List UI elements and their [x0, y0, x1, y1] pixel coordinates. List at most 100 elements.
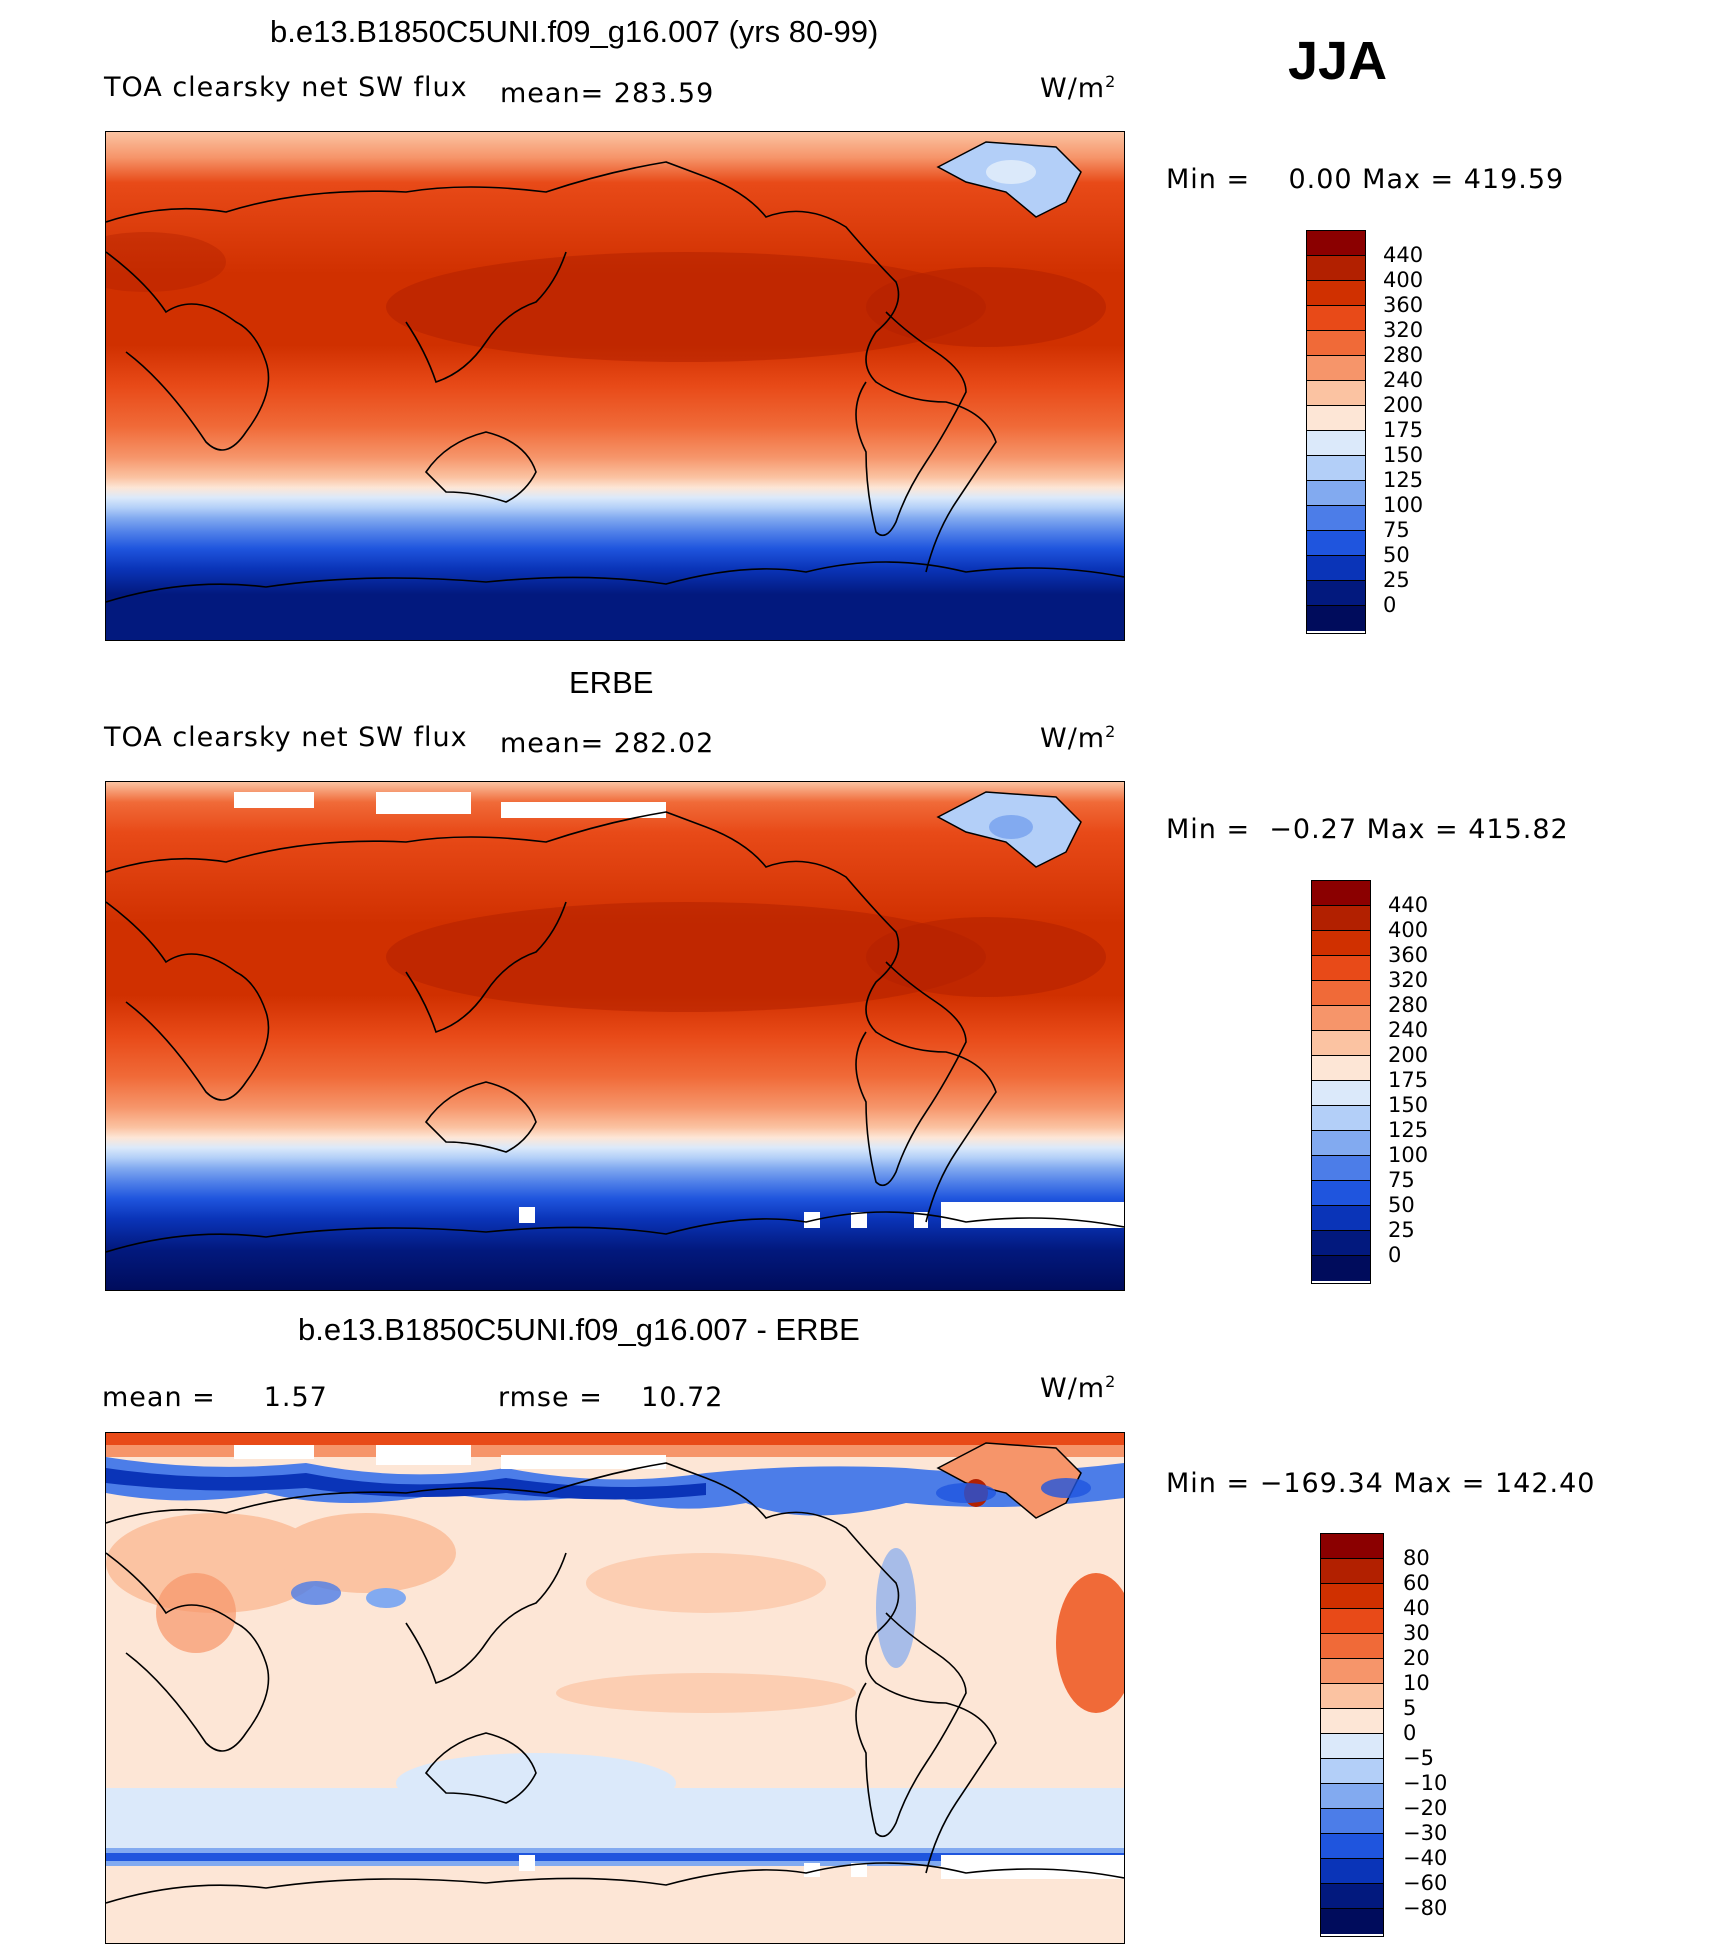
colorbar-tick-label: −80 — [1403, 1896, 1448, 1920]
colorbar-tick-label: 0 — [1403, 1721, 1417, 1745]
colorbar-tick-label: 360 — [1383, 293, 1424, 317]
panel1-title: b.e13.B1850C5UNI.f09_g16.007 (yrs 80-99) — [270, 14, 879, 49]
colorbar-tick-label: 75 — [1388, 1168, 1415, 1192]
panel2-colorbar-swatch — [1312, 1131, 1370, 1156]
panel3-colorbar-swatch — [1321, 1534, 1383, 1559]
colorbar-tick-label: 25 — [1383, 568, 1410, 592]
colorbar-tick-label: 440 — [1388, 893, 1429, 917]
panel1-colorbar-swatch — [1307, 231, 1365, 256]
colorbar-tick-label: −40 — [1403, 1846, 1448, 1870]
colorbar-tick-label: 50 — [1383, 543, 1410, 567]
panel1-colorbar-swatch — [1307, 431, 1365, 456]
panel1-colorbar-swatch — [1307, 606, 1365, 631]
colorbar-tick-label: 360 — [1388, 943, 1429, 967]
colorbar-tick-label: 150 — [1383, 443, 1424, 467]
panel1-colorbar-swatch — [1307, 306, 1365, 331]
panel3-map — [105, 1432, 1125, 1944]
panel3-minmax: Min = −169.34 Max = 142.40 — [1166, 1468, 1596, 1499]
colorbar-tick-label: 200 — [1388, 1043, 1429, 1067]
colorbar-tick-label: 20 — [1403, 1646, 1430, 1670]
panel3-colorbar-swatch — [1321, 1709, 1383, 1734]
panel3-colorbar-swatch — [1321, 1634, 1383, 1659]
colorbar-tick-label: 200 — [1383, 393, 1424, 417]
panel3-colorbar-ticks: 80 60 40 30 20 10 5 0 −5 −10 −20 −30 −40… — [1403, 1546, 1447, 1921]
colorbar-tick-label: 80 — [1403, 1546, 1430, 1570]
panel1-colorbar-swatch — [1307, 531, 1365, 556]
panel3-colorbar-swatch — [1321, 1809, 1383, 1834]
panel3-units: W/m2 — [1040, 1372, 1117, 1404]
panel3-colorbar-swatch — [1321, 1909, 1383, 1934]
colorbar-tick-label: 40 — [1403, 1596, 1430, 1620]
panel2-variable: TOA clearsky net SW flux — [104, 722, 468, 753]
panel1-map — [105, 131, 1125, 641]
panel3-colorbar — [1320, 1533, 1384, 1937]
panel3-colorbar-swatch — [1321, 1734, 1383, 1759]
colorbar-tick-label: 0 — [1383, 593, 1397, 617]
colorbar-tick-label: 30 — [1403, 1621, 1430, 1645]
colorbar-tick-label: 280 — [1388, 993, 1429, 1017]
panel3-colorbar-swatch — [1321, 1609, 1383, 1634]
panel3-colorbar-swatch — [1321, 1784, 1383, 1809]
season-label: JJA — [1288, 31, 1388, 91]
colorbar-tick-label: 175 — [1383, 418, 1424, 442]
panel3-colorbar-swatch — [1321, 1584, 1383, 1609]
colorbar-tick-label: 100 — [1383, 493, 1424, 517]
colorbar-tick-label: −20 — [1403, 1796, 1448, 1820]
panel3-colorbar-swatch — [1321, 1684, 1383, 1709]
panel1-colorbar-swatch — [1307, 381, 1365, 406]
colorbar-tick-label: 400 — [1383, 268, 1424, 292]
panel2-title: ERBE — [569, 665, 654, 700]
colorbar-tick-label: −60 — [1403, 1871, 1448, 1895]
colorbar-tick-label: 10 — [1403, 1671, 1430, 1695]
panel2-colorbar-swatch — [1312, 1206, 1370, 1231]
panel3-colorbar-swatch — [1321, 1759, 1383, 1784]
colorbar-tick-label: −30 — [1403, 1821, 1448, 1845]
panel2-colorbar-swatch — [1312, 1231, 1370, 1256]
colorbar-tick-label: 5 — [1403, 1696, 1417, 1720]
panel1-colorbar-swatch — [1307, 456, 1365, 481]
panel1-colorbar-swatch — [1307, 256, 1365, 281]
colorbar-tick-label: 320 — [1388, 968, 1429, 992]
panel3-colorbar-swatch — [1321, 1884, 1383, 1909]
colorbar-tick-label: 150 — [1388, 1093, 1429, 1117]
panel2-colorbar-swatch — [1312, 1181, 1370, 1206]
panel2-colorbar-swatch — [1312, 1056, 1370, 1081]
colorbar-tick-label: 75 — [1383, 518, 1410, 542]
panel1-colorbar-swatch — [1307, 281, 1365, 306]
panel2-colorbar-swatch — [1312, 1031, 1370, 1056]
colorbar-tick-label: 25 — [1388, 1218, 1415, 1242]
panel1-variable: TOA clearsky net SW flux — [104, 72, 468, 103]
panel2-colorbar-swatch — [1312, 1156, 1370, 1181]
panel1-colorbar-swatch — [1307, 556, 1365, 581]
panel1-colorbar-swatch — [1307, 506, 1365, 531]
colorbar-tick-label: −10 — [1403, 1771, 1448, 1795]
colorbar-tick-label: 60 — [1403, 1571, 1430, 1595]
panel3-colorbar-swatch — [1321, 1559, 1383, 1584]
panel2-minmax: Min = −0.27 Max = 415.82 — [1166, 814, 1569, 845]
panel2-colorbar-swatch — [1312, 981, 1370, 1006]
panel1-colorbar-swatch — [1307, 406, 1365, 431]
colorbar-tick-label: 280 — [1383, 343, 1424, 367]
colorbar-tick-label: 125 — [1383, 468, 1424, 492]
panel2-colorbar — [1311, 880, 1371, 1284]
panel3-rmse: rmse = 10.72 — [498, 1382, 724, 1413]
panel3-mean: mean = 1.57 — [102, 1382, 328, 1413]
panel2-colorbar-swatch — [1312, 1106, 1370, 1131]
panel1-minmax: Min = 0.00 Max = 419.59 — [1166, 164, 1565, 195]
panel3-colorbar-swatch — [1321, 1834, 1383, 1859]
panel2-colorbar-swatch — [1312, 1006, 1370, 1031]
colorbar-tick-label: −5 — [1403, 1746, 1434, 1770]
panel1-colorbar-swatch — [1307, 331, 1365, 356]
panel3-colorbar-swatch — [1321, 1659, 1383, 1684]
colorbar-tick-label: 440 — [1383, 243, 1424, 267]
panel2-mean: mean= 282.02 — [500, 728, 715, 759]
panel2-colorbar-swatch — [1312, 956, 1370, 981]
panel2-colorbar-swatch — [1312, 1256, 1370, 1281]
panel1-mean: mean= 283.59 — [500, 78, 715, 109]
panel1-colorbar — [1306, 230, 1366, 634]
colorbar-tick-label: 175 — [1388, 1068, 1429, 1092]
panel2-units: W/m2 — [1040, 722, 1117, 754]
panel2-colorbar-swatch — [1312, 906, 1370, 931]
panel1-units: W/m2 — [1040, 72, 1117, 104]
colorbar-tick-label: 400 — [1388, 918, 1429, 942]
